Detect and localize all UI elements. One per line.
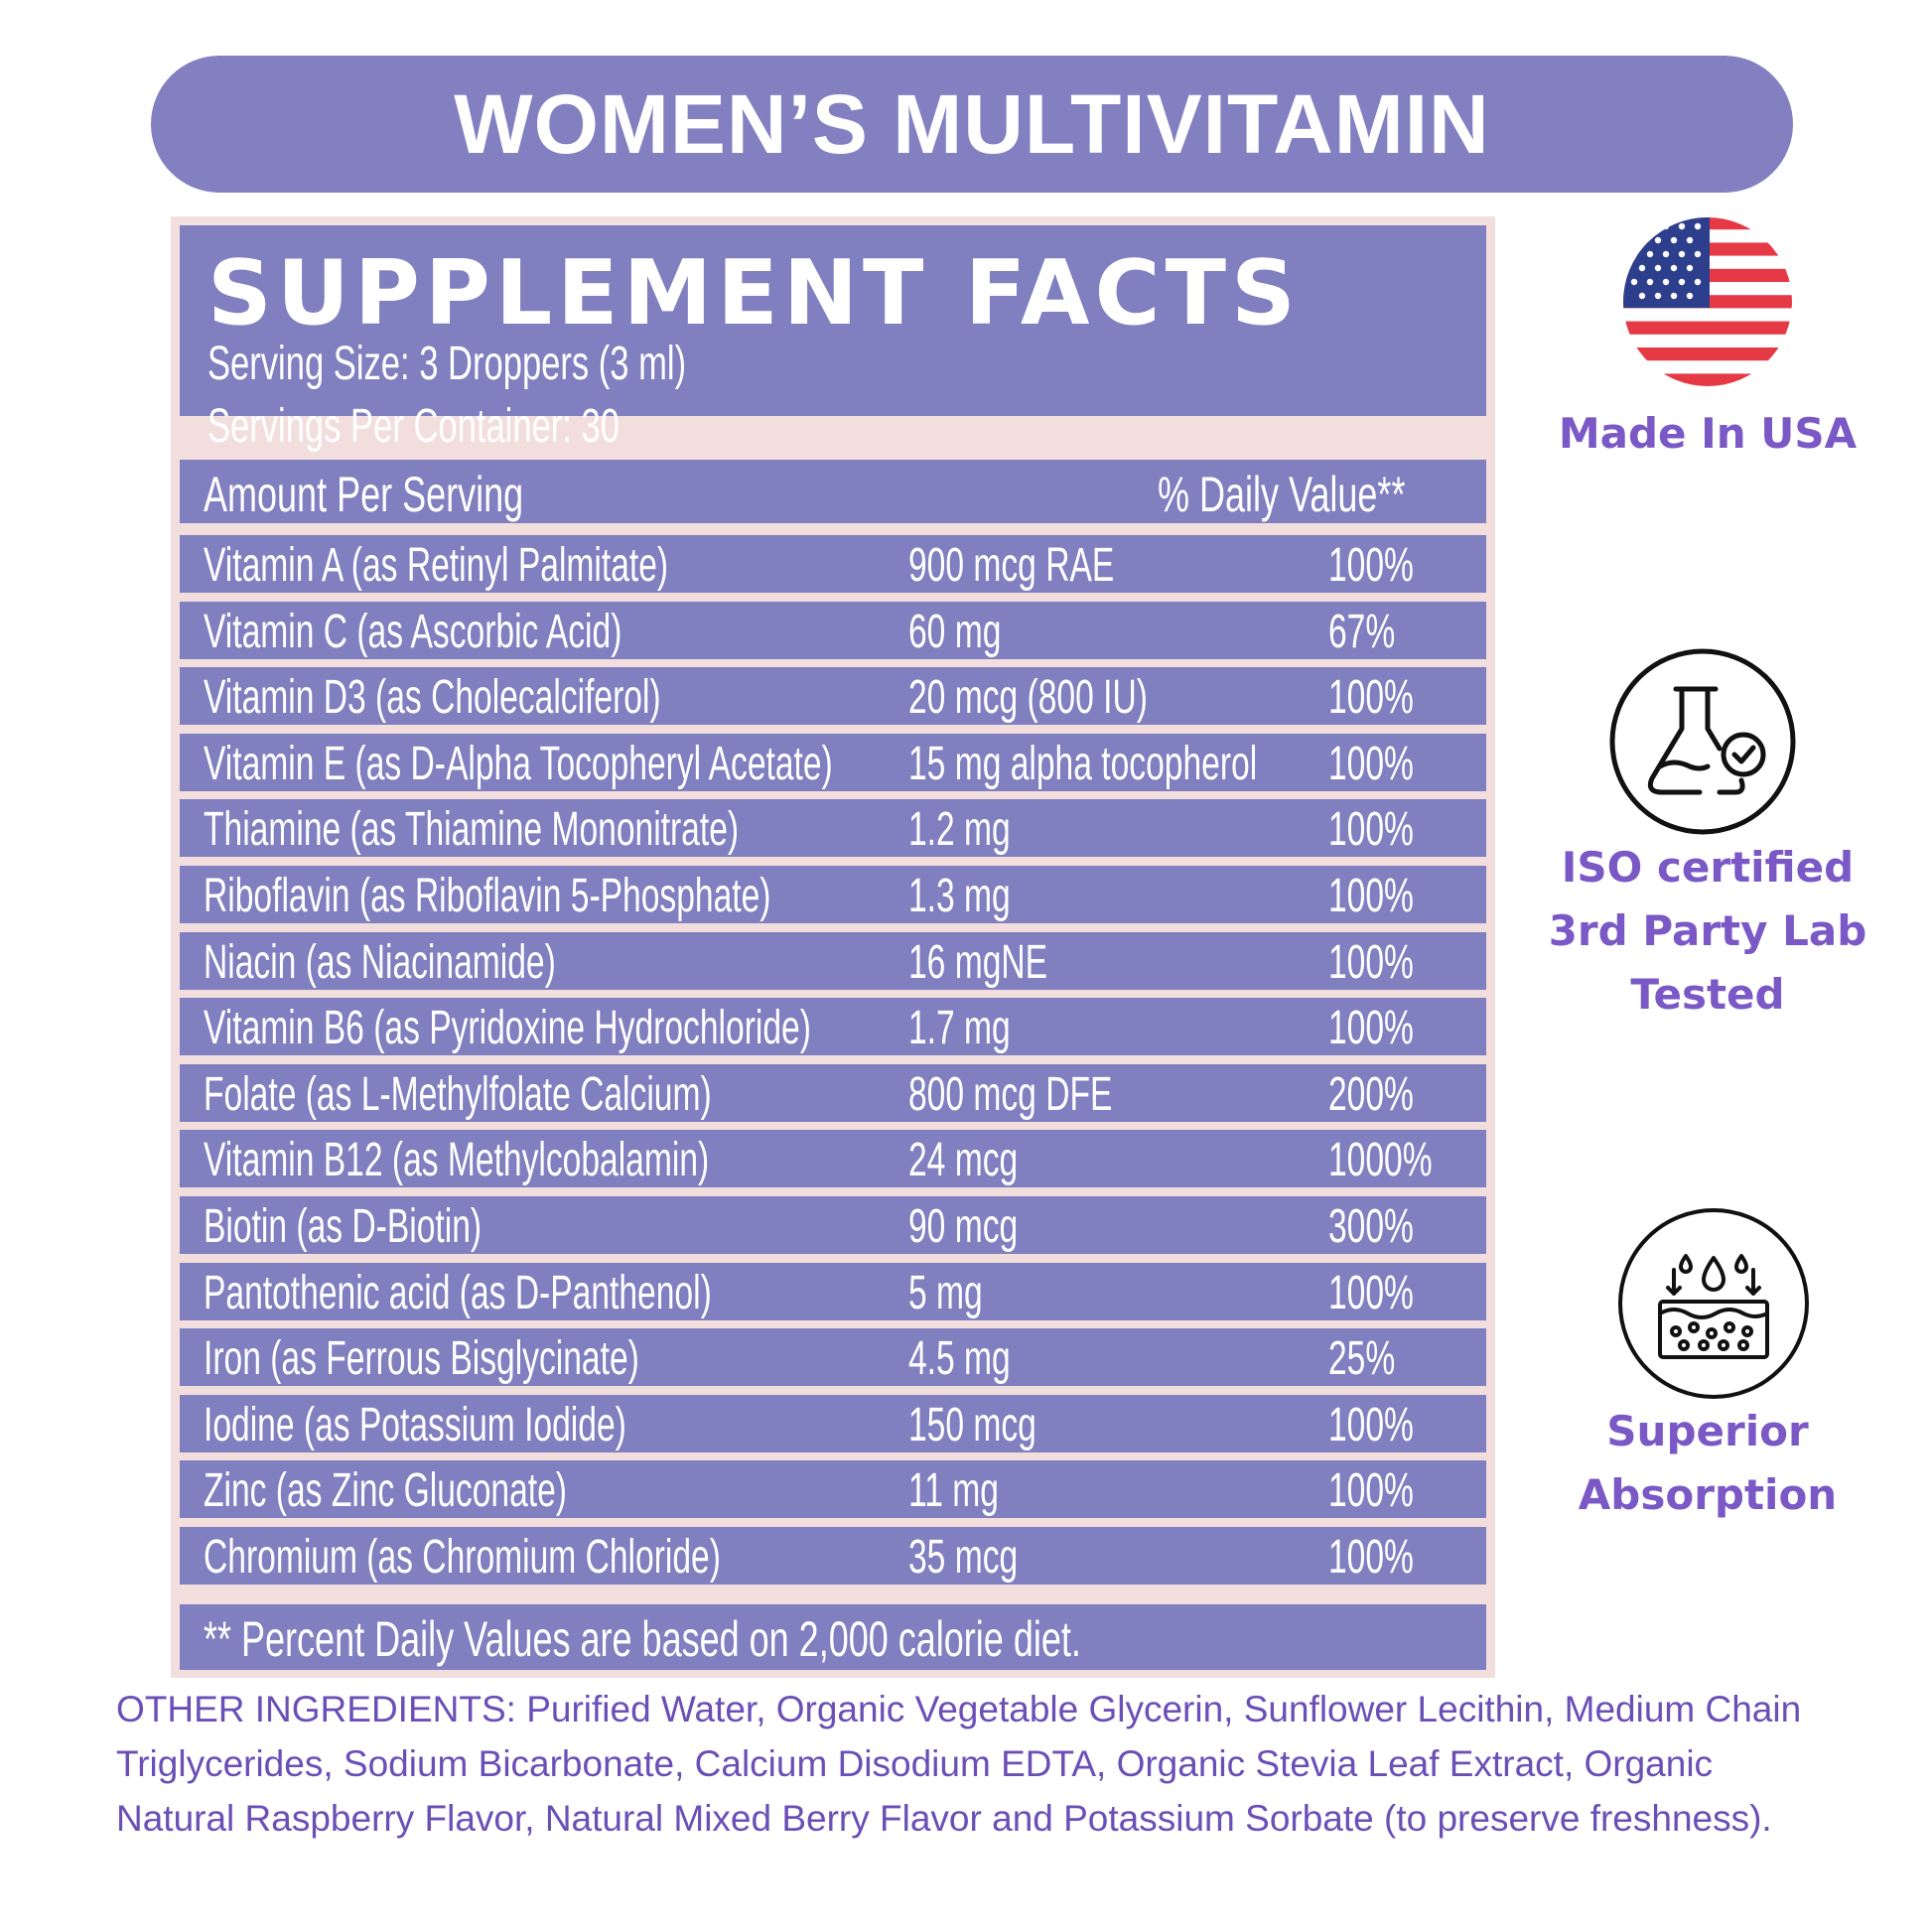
nutrient-name: Vitamin B12 (as Methylcobalamin) [204, 1134, 710, 1187]
nutrient-daily-value: 100% [1328, 870, 1414, 922]
dv-header: % Daily Value** [1158, 467, 1406, 522]
nutrient-name: Vitamin B6 (as Pyridoxine Hydrochloride) [204, 1002, 811, 1055]
nutrient-name: Riboflavin (as Riboflavin 5-Phosphate) [204, 870, 771, 922]
servings-per-container: Servings Per Container: 30 [207, 400, 620, 453]
nutrient-daily-value: 100% [1328, 737, 1414, 790]
nutrient-name: Biotin (as D-Biotin) [204, 1200, 483, 1253]
nutrient-daily-value: 100% [1328, 1266, 1414, 1319]
nutrient-name: Iodine (as Potassium Iodide) [204, 1398, 626, 1451]
nutrient-daily-value: 1000% [1328, 1134, 1433, 1187]
superior-absorption-label: Superior Absorption [1578, 1407, 1838, 1519]
nutrient-row: Vitamin B6 (as Pyridoxine Hydrochloride)… [180, 998, 1486, 1056]
lab-flask-icon [1609, 648, 1796, 835]
nutrient-name: Iron (as Ferrous Bisglycinate) [204, 1332, 639, 1386]
nutrient-amount: 900 mcg RAE [908, 539, 1115, 592]
nutrient-name: Pantothenic acid (as D-Panthenol) [204, 1266, 712, 1319]
nutrient-row: Iron (as Ferrous Bisglycinate) 4.5 mg 25% [180, 1328, 1486, 1387]
nutrient-daily-value: 100% [1328, 803, 1414, 857]
nutrient-amount: 1.7 mg [908, 1002, 1011, 1055]
nutrient-row: Vitamin C (as Ascorbic Acid) 60 mg 67% [180, 601, 1486, 659]
nutrient-daily-value: 300% [1328, 1200, 1414, 1253]
nutrient-amount: 24 mcg [908, 1134, 1019, 1187]
title-banner: WOMEN’S MULTIVITAMIN [151, 56, 1793, 193]
facts-header: SUPPLEMENT FACTS Serving Size: 3 Dropper… [180, 225, 1486, 453]
serving-size: Serving Size: 3 Droppers (3 ml) [207, 338, 687, 390]
nutrient-amount: 16 mgNE [908, 935, 1048, 989]
nutrient-name: Chromium (as Chromium Chloride) [204, 1531, 721, 1584]
nutrient-amount: 35 mcg [908, 1531, 1019, 1584]
nutrient-row: Vitamin E (as D-Alpha Tocopheryl Acetate… [180, 733, 1486, 791]
nutrient-row: Folate (as L-Methylfolate Calcium) 800 mc… [180, 1063, 1486, 1122]
nutrient-amount: 1.3 mg [908, 870, 1011, 922]
footnote-row: ** Percent Daily Values are based on 2,0… [180, 1604, 1486, 1670]
column-header-row: Amount Per Serving % Daily Value** [180, 460, 1486, 523]
nutrient-name: Vitamin C (as Ascorbic Acid) [204, 605, 622, 658]
other-ingredients: OTHER INGREDIENTS: Purified Water, Organ… [116, 1689, 1802, 1839]
nutrient-amount: 90 mcg [908, 1200, 1019, 1253]
nutrient-row: Chromium (as Chromium Chloride) 35 mcg 100… [180, 1527, 1486, 1585]
nutrient-amount: 15 mg alpha tocopherol [908, 737, 1258, 790]
nutrient-row: Zinc (as Zinc Gluconate) 11 mg 100% [180, 1460, 1486, 1519]
nutrient-name: Folate (as L-Methylfolate Calcium) [204, 1067, 712, 1121]
nutrient-row: Biotin (as D-Biotin) 90 mcg 300% [180, 1196, 1486, 1254]
absorption-icon [1618, 1208, 1809, 1399]
nutrient-daily-value: 200% [1328, 1067, 1414, 1121]
nutrient-amount: 150 mcg [908, 1398, 1036, 1451]
nutrient-amount: 1.2 mg [908, 803, 1011, 857]
footnote: ** Percent Daily Values are based on 2,0… [204, 1611, 1081, 1667]
nutrient-row: Vitamin B12 (as Methylcobalamin) 24 mcg 10… [180, 1130, 1486, 1188]
nutrient-name: Vitamin D3 (as Cholecalciferol) [204, 671, 661, 725]
nutrient-row: Iodine (as Potassium Iodide) 150 mcg 100% [180, 1394, 1486, 1452]
nutrient-row: Niacin (as Niacinamide) 16 mgNE 100% [180, 931, 1486, 990]
nutrient-row: Riboflavin (as Riboflavin 5-Phosphate) 1.… [180, 866, 1486, 923]
lab-tested-label: ISO certified 3rd Party Lab Tested [1548, 843, 1867, 1019]
nutrient-row: Pantothenic acid (as D-Panthenol) 5 mg 100… [180, 1262, 1486, 1320]
nutrient-name: Vitamin E (as D-Alpha Tocopheryl Acetate… [204, 737, 833, 790]
nutrient-amount: 5 mg [908, 1266, 983, 1319]
nutrient-daily-value: 100% [1328, 539, 1414, 592]
nutrient-daily-value: 67% [1328, 605, 1396, 658]
amount-header: Amount Per Serving [204, 467, 524, 522]
nutrient-daily-value: 100% [1328, 671, 1414, 725]
nutrient-amount: 4.5 mg [908, 1332, 1011, 1386]
nutrient-daily-value: 100% [1328, 1464, 1414, 1518]
usa-flag-icon [1623, 217, 1792, 386]
nutrient-daily-value: 100% [1328, 1531, 1414, 1584]
nutrient-amount: 60 mg [908, 605, 1002, 658]
facts-title: SUPPLEMENT FACTS [207, 241, 1301, 345]
nutrient-amount: 20 mcg (800 IU) [908, 671, 1148, 725]
nutrient-daily-value: 100% [1328, 1398, 1414, 1451]
nutrient-amount: 11 mg [908, 1464, 999, 1518]
nutrient-row: Vitamin A (as Retinyl Palmitate) 900 mcg … [180, 535, 1486, 593]
nutrient-daily-value: 100% [1328, 1002, 1414, 1055]
nutrient-row: Vitamin D3 (as Cholecalciferol) 20 mcg (8… [180, 667, 1486, 726]
nutrient-name: Niacin (as Niacinamide) [204, 935, 556, 989]
page-title: WOMEN’S MULTIVITAMIN [454, 76, 1490, 171]
nutrient-row: Thiamine (as Thiamine Mononitrate) 1.2 mg… [180, 799, 1486, 858]
nutrient-name: Thiamine (as Thiamine Mononitrate) [204, 803, 740, 857]
nutrient-amount: 800 mcg DFE [908, 1067, 1113, 1121]
made-in-usa-label: Made In USA [1558, 409, 1858, 458]
nutrient-daily-value: 100% [1328, 935, 1414, 989]
nutrient-daily-value: 25% [1328, 1332, 1396, 1386]
supplement-facts-panel: SUPPLEMENT FACTS Serving Size: 3 Dropper… [171, 216, 1495, 1678]
nutrient-name: Zinc (as Zinc Gluconate) [204, 1464, 567, 1518]
nutrient-name: Vitamin A (as Retinyl Palmitate) [204, 539, 669, 592]
